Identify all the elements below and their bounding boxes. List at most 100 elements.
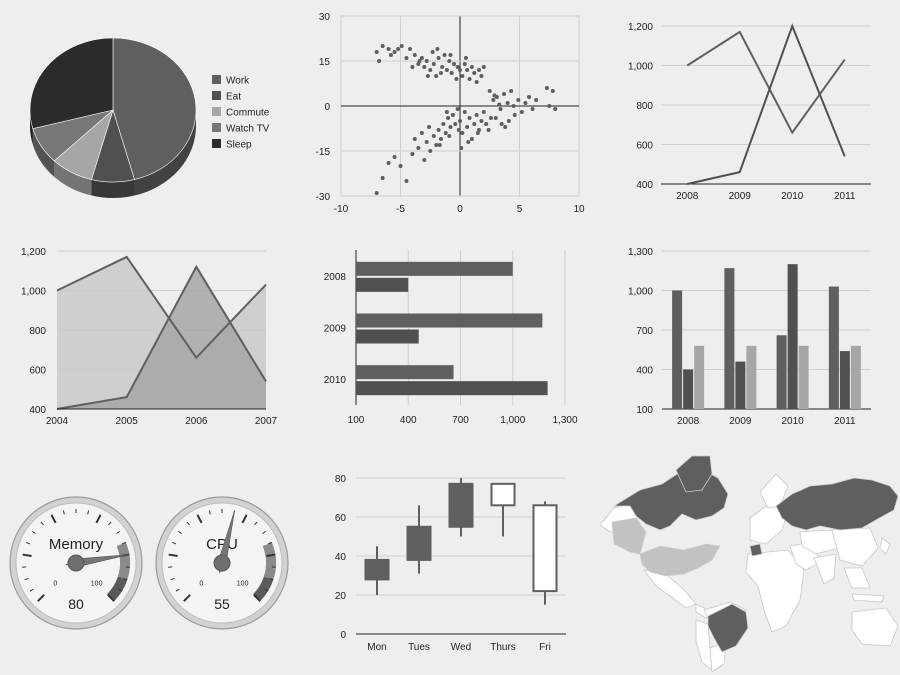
scatter-point xyxy=(444,68,449,72)
column-2008-series-1 xyxy=(672,290,683,409)
scatter-point xyxy=(410,152,415,156)
column-2011-series-1 xyxy=(828,286,839,409)
hbar-2010-series-1 xyxy=(356,365,454,380)
scatter-point xyxy=(458,68,462,72)
scatter-point xyxy=(452,62,457,66)
scatter-point xyxy=(380,176,385,180)
x-tick-label: 2011 xyxy=(834,416,856,427)
map-region-australia xyxy=(851,607,899,647)
x-tick-label: 2005 xyxy=(116,416,139,427)
x-tick-label: 2007 xyxy=(255,416,278,427)
area-line-2 xyxy=(56,264,267,410)
line-chart-panel: 400 600 800 1,000 1,200 2008 2009 2010 2011 xyxy=(600,0,900,225)
gauge-tick xyxy=(254,521,258,526)
y-tick-label: 700 xyxy=(636,326,653,337)
candle-body-Mon xyxy=(364,558,390,581)
y-tick-label: 400 xyxy=(636,366,653,377)
y-tick-label: 2008 xyxy=(324,272,347,283)
scatter-point xyxy=(448,53,453,57)
x-tick-label: 2009 xyxy=(729,416,752,427)
x-tick-label: 5 xyxy=(517,204,523,215)
x-tick-label: -5 xyxy=(396,204,405,215)
world-map xyxy=(599,455,899,673)
scatter-point xyxy=(527,95,532,99)
legend-label: Sleep xyxy=(226,140,252,151)
candlestick-chart: 0 20 40 60 80 Mon Tues Wed Thurs Fri xyxy=(335,474,566,653)
map-region-southeast-asia xyxy=(843,567,871,589)
scatter-point xyxy=(509,89,514,93)
pie-chart-panel: Work Eat Commute Watch TV Sleep xyxy=(0,0,300,225)
column-chart: 100 400 700 1,000 1,300 2008 2009 2010 2011 xyxy=(628,247,871,427)
pie-slice-sleep xyxy=(29,37,114,129)
scatter-point xyxy=(472,71,477,75)
scatter-point xyxy=(534,98,539,102)
scatter-point xyxy=(424,140,429,144)
scatter-point xyxy=(386,47,391,51)
scatter-point xyxy=(511,104,516,108)
x-tick-label: 2004 xyxy=(46,416,69,427)
y-tick-label: 1,000 xyxy=(628,62,653,73)
scatter-point xyxy=(497,102,502,107)
scatter-point xyxy=(467,116,472,120)
y-tick-label: 2009 xyxy=(324,324,347,335)
scatter-point xyxy=(428,68,433,72)
gauge-tick xyxy=(118,588,123,592)
pie-side-work xyxy=(134,110,196,196)
hbar-chart-panel: 100 400 700 1,000 1,300 2008 2009 2010 xyxy=(300,225,600,450)
gauge-tick xyxy=(168,553,178,557)
scatter-point xyxy=(516,98,521,102)
scatter-point xyxy=(438,71,443,75)
map-region-russia xyxy=(775,477,899,531)
x-tick-label: 1,300 xyxy=(552,415,577,426)
gauge-tick xyxy=(178,530,182,535)
gauge-tick xyxy=(241,514,248,524)
y-tick-label: 30 xyxy=(319,12,331,23)
gauge-hub xyxy=(67,554,85,572)
gauge-band-yellow xyxy=(262,542,276,580)
scatter-point xyxy=(447,134,452,138)
scatter-point xyxy=(435,47,440,51)
scatter-point xyxy=(550,89,555,93)
scatter-point xyxy=(419,56,424,60)
scatter-point xyxy=(466,140,471,144)
gauge-tick xyxy=(262,530,266,535)
gauge-min-label: 0 xyxy=(53,581,57,588)
y-tick-label: 1,000 xyxy=(628,287,653,298)
scatter-point xyxy=(475,131,480,135)
scatter-point xyxy=(436,128,441,132)
scatter-point xyxy=(392,50,397,54)
scatter-point xyxy=(458,119,462,123)
hbar-2008-series-2 xyxy=(356,277,409,292)
scatter-point xyxy=(436,56,441,60)
y-tick-label: -15 xyxy=(316,147,331,158)
gauge-tick xyxy=(37,594,45,602)
scatter-point xyxy=(456,128,461,132)
scatter-point xyxy=(491,98,496,102)
pie-side-watch-tv xyxy=(32,128,55,177)
gauge-tick xyxy=(87,510,90,515)
scatter-point xyxy=(502,92,507,96)
gauge-max-label: 100 xyxy=(91,581,103,588)
map-region-scandinavia xyxy=(759,473,789,509)
gauge-band-yellow xyxy=(116,542,130,580)
x-tick-label: Mon xyxy=(367,642,386,653)
column-2011-series-3 xyxy=(850,345,861,409)
scatter-point xyxy=(438,137,443,141)
gauge-tick xyxy=(22,553,32,557)
y-tick-label: 2010 xyxy=(324,375,347,386)
legend-swatch xyxy=(212,107,221,116)
candle-body-Tues xyxy=(406,525,432,561)
scatter-point xyxy=(503,125,508,129)
x-tick-label: 2010 xyxy=(781,191,804,202)
pie-side-eat xyxy=(91,179,135,198)
map-region-united-states xyxy=(639,543,721,577)
scatter-point xyxy=(487,89,492,93)
y-tick-label: 20 xyxy=(335,591,347,602)
y-tick-label: 600 xyxy=(636,141,653,152)
gauge-tick xyxy=(95,514,102,524)
scatter-point xyxy=(460,74,465,78)
gauge-tick xyxy=(107,594,115,602)
legend-swatch xyxy=(212,123,221,132)
scatter-point xyxy=(446,116,451,120)
